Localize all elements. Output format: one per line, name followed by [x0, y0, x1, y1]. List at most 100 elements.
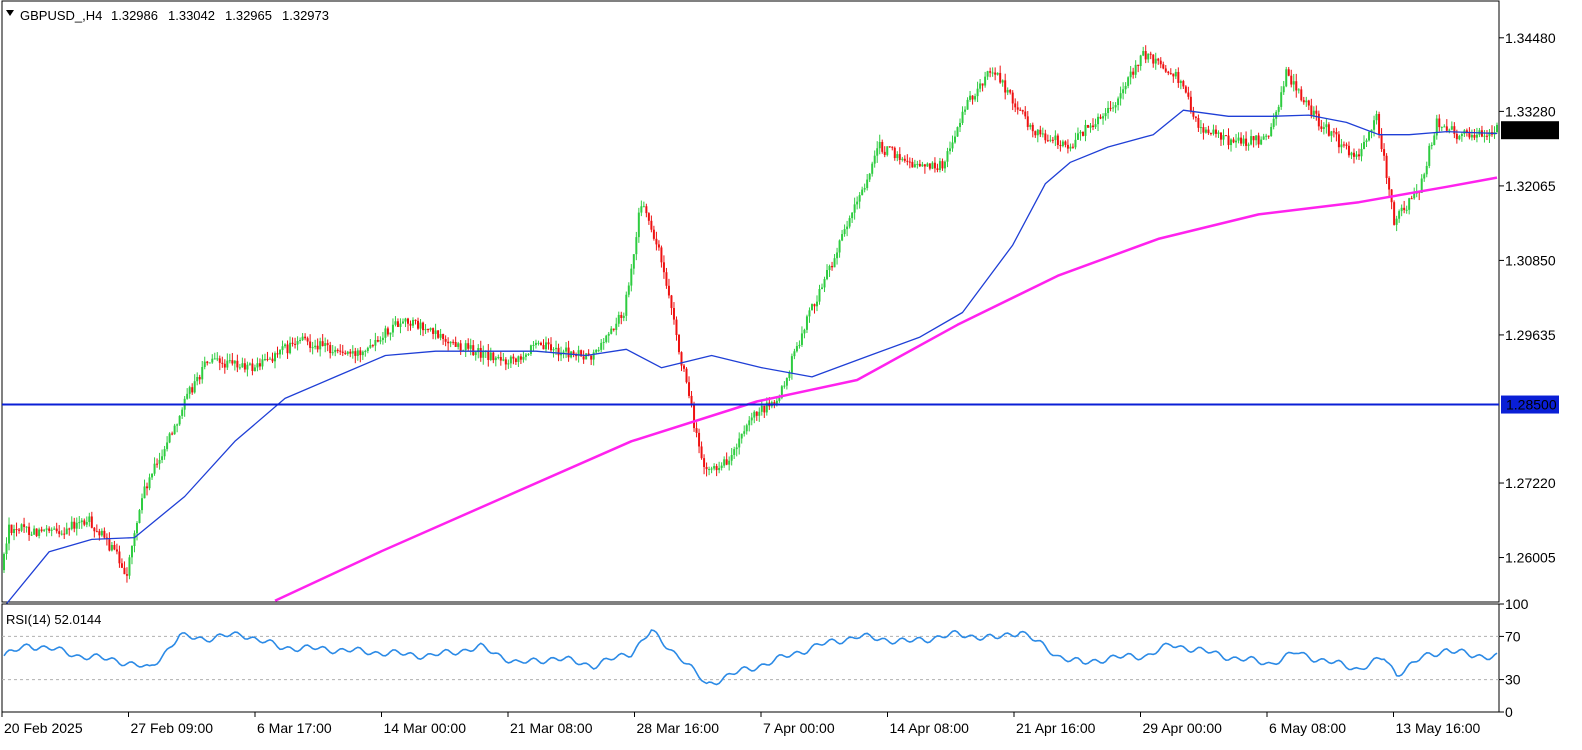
candle-body	[1300, 89, 1303, 101]
candle-body	[1036, 129, 1039, 136]
candle-body	[1149, 53, 1152, 55]
candle-body	[381, 337, 384, 341]
candle-body	[284, 344, 287, 347]
candle-body	[948, 148, 951, 152]
candle-body	[166, 442, 169, 450]
collapse-triangle-icon[interactable]	[6, 10, 14, 16]
candle-body	[118, 551, 121, 564]
candle-body	[642, 206, 645, 208]
candle-body	[1305, 100, 1308, 103]
candle-body	[276, 353, 279, 355]
candle-body	[602, 341, 605, 343]
candle-body	[1006, 90, 1009, 93]
candle-body	[637, 212, 640, 238]
candle-body	[1086, 124, 1089, 128]
candle-body	[627, 285, 630, 295]
candle-body	[1265, 135, 1268, 137]
candle-body	[557, 347, 560, 356]
candle-body	[439, 334, 442, 338]
candle-body	[1368, 131, 1371, 141]
candle-body	[1081, 131, 1084, 136]
candle-body	[803, 329, 806, 334]
ma-lines-group	[3, 109, 1498, 608]
candle-body	[474, 352, 477, 356]
candle-body	[550, 344, 553, 351]
candle-body	[243, 363, 246, 370]
candle-body	[1024, 111, 1027, 117]
candle-body	[231, 360, 234, 364]
candle-body	[961, 111, 964, 123]
candle-body	[151, 473, 154, 478]
candle-body	[178, 415, 181, 425]
candle-body	[1147, 53, 1150, 60]
price-panel	[1, 0, 1500, 608]
candle-body	[324, 343, 327, 347]
candle-body	[30, 534, 33, 536]
candle-body	[1059, 144, 1062, 147]
candle-body	[23, 524, 26, 527]
candle-body	[376, 339, 379, 342]
candle-body	[625, 294, 628, 316]
candle-body	[1219, 132, 1222, 140]
candle-body	[65, 528, 68, 535]
candle-body	[1034, 131, 1037, 136]
candle-body	[394, 321, 397, 325]
candle-body	[815, 301, 818, 307]
candle-body	[1056, 135, 1059, 145]
candle-body	[1046, 140, 1049, 142]
candle-body	[18, 529, 21, 531]
candle-body	[981, 83, 984, 86]
candle-body	[539, 342, 542, 346]
candle-body	[1054, 135, 1057, 141]
candle-body	[964, 109, 967, 112]
candle-body	[193, 381, 196, 393]
candle-body	[427, 328, 430, 331]
candle-body	[1423, 174, 1426, 179]
candle-body	[951, 142, 954, 149]
candle-body	[371, 345, 374, 347]
candle-body	[657, 244, 660, 248]
candle-body	[334, 349, 337, 353]
candle-body	[452, 341, 455, 343]
candle-body	[831, 265, 834, 268]
candle-body	[10, 524, 13, 534]
candle-body	[386, 328, 389, 335]
candle-body	[733, 449, 736, 456]
candle-body	[996, 72, 999, 75]
candle-body	[1157, 58, 1160, 61]
candle-body	[1240, 137, 1243, 144]
candle-body	[1214, 129, 1217, 134]
candle-body	[1009, 90, 1012, 93]
candle-body	[341, 351, 344, 353]
candle-body	[223, 363, 226, 368]
candle-body	[489, 352, 492, 360]
candle-body	[728, 460, 731, 465]
candle-body	[667, 285, 670, 296]
candle-body	[98, 531, 101, 536]
candle-body	[389, 332, 392, 335]
candle-body	[843, 229, 846, 235]
candle-body	[680, 352, 683, 366]
candle-body	[1076, 133, 1079, 140]
candle-body	[544, 342, 547, 350]
rsi-label: RSI(14) 52.0144	[6, 612, 101, 627]
candle-body	[690, 395, 693, 406]
candle-body	[615, 323, 618, 330]
candle-body	[1102, 116, 1105, 119]
candle-body	[1122, 89, 1125, 94]
candle-body	[253, 367, 256, 371]
candle-body	[1197, 118, 1200, 128]
candle-body	[1142, 51, 1145, 56]
candle-body	[590, 355, 593, 360]
candle-body	[813, 304, 816, 307]
candle-body	[256, 363, 259, 368]
candle-body	[745, 425, 748, 432]
candle-body	[73, 521, 76, 529]
candle-body	[1445, 126, 1448, 131]
candle-body	[424, 328, 427, 331]
candle-body	[760, 405, 763, 412]
candle-body	[196, 377, 199, 382]
rsi-tick-label: 100	[1505, 596, 1529, 612]
candle-body	[1327, 124, 1330, 136]
price-tick-label: 1.34480	[1505, 30, 1556, 46]
